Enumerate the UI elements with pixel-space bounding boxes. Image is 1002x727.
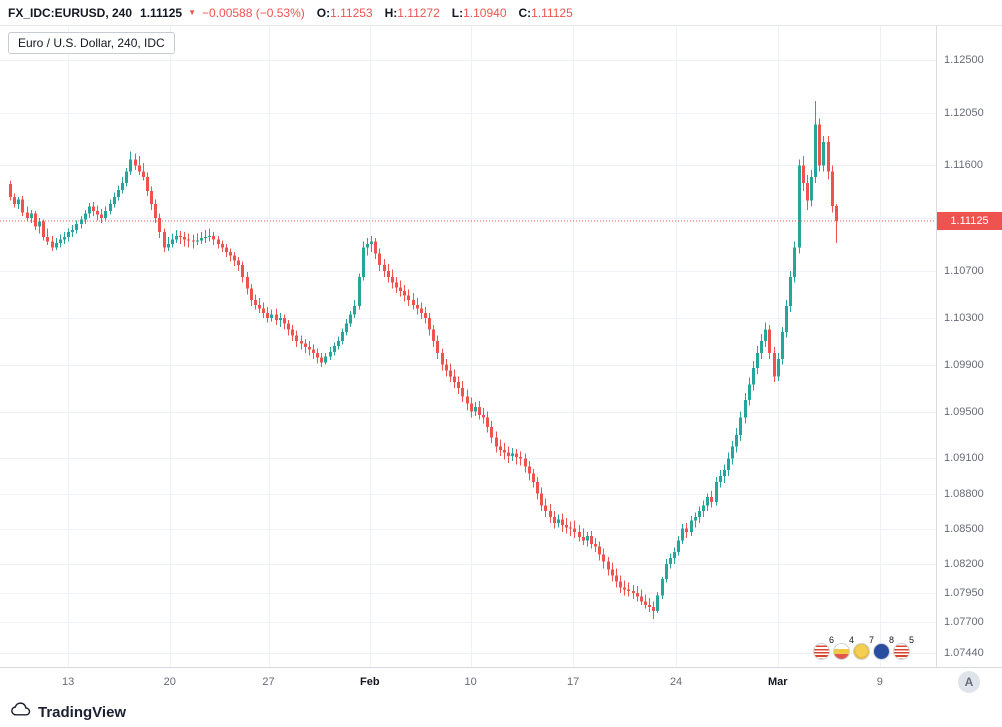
auto-scale-button[interactable]: A (958, 671, 980, 693)
time-axis-label: 13 (61, 676, 75, 688)
legend-title: Euro / U.S. Dollar, 240, IDC (18, 36, 165, 50)
price-axis-label: 1.07700 (944, 616, 984, 629)
tradingview-cloud-icon (10, 702, 32, 722)
footer: TradingView (0, 697, 1002, 727)
economic-event-flag[interactable]: 8 (873, 635, 894, 660)
event-count: 4 (848, 635, 854, 645)
price-axis-label: 1.12500 (944, 53, 984, 66)
price-change: −0.00588 (−0.53%) (202, 5, 305, 20)
eu-flag-icon (873, 643, 890, 660)
us-flag-icon (893, 643, 910, 660)
time-axis-label: 20 (163, 676, 176, 688)
symbol-title[interactable]: FX_IDC:EURUSD, 240 (8, 5, 133, 20)
chart-header: FX_IDC:EURUSD, 240 1.11125 ▼ −0.00588 (−… (0, 0, 1002, 26)
time-axis-label: Mar (767, 676, 788, 688)
ohlc-open: O:1.11253 (316, 5, 373, 20)
time-axis-label: 17 (567, 676, 580, 688)
chart-legend[interactable]: Euro / U.S. Dollar, 240, IDC (8, 32, 175, 54)
price-axis-label: 1.07950 (944, 587, 984, 600)
economic-event-flag[interactable]: 5 (893, 635, 914, 660)
time-axis-label: Feb (360, 676, 380, 688)
economic-event-flag[interactable]: 6 (813, 635, 834, 660)
ohlc-high: H:1.11272 (384, 5, 440, 20)
us-flag-icon (813, 643, 830, 660)
tradingview-logo-text[interactable]: TradingView (38, 703, 127, 721)
price-axis-label: 1.12050 (944, 106, 984, 119)
time-axis[interactable]: A 13 20 27 Feb 10 17 24 Mar 9 (0, 667, 1002, 697)
price-axis-label: 1.10300 (944, 311, 984, 324)
price-axis-label: 1.09500 (944, 405, 984, 418)
price-axis-label: 1.09900 (944, 358, 984, 371)
price-axis-label: 1.09100 (944, 452, 984, 465)
time-axis-label: 10 (464, 676, 477, 688)
event-count: 5 (908, 635, 914, 645)
price-axis-label: 1.10700 (944, 264, 984, 277)
ohlc-low: L:1.10940 (451, 5, 507, 20)
price-axis-label: 1.08500 (944, 522, 984, 535)
price-axis[interactable]: 1.11125 1.125001.120501.116001.111501.10… (936, 26, 1002, 667)
last-price: 1.11125 (140, 5, 183, 20)
down-triangle-icon: ▼ (188, 8, 197, 17)
price-axis-label: 1.11600 (944, 159, 983, 172)
event-count: 8 (888, 635, 894, 645)
price-axis-label: 1.08200 (944, 557, 984, 570)
event-count: 6 (828, 635, 834, 645)
price-axis-label: 1.07440 (944, 646, 984, 659)
economic-event-flag[interactable]: 7 (853, 635, 874, 660)
candlestick-chart[interactable] (0, 26, 936, 667)
time-axis-label: 27 (262, 676, 275, 688)
event-count: 7 (868, 635, 874, 645)
last-price-badge: 1.11125 (937, 212, 1002, 231)
stripes-yellow-flag-icon (833, 643, 850, 660)
chart-area[interactable]: Euro / U.S. Dollar, 240, IDC 1.11125 1.1… (0, 26, 1002, 667)
economic-event-flag[interactable]: 4 (833, 635, 854, 660)
ohlc-close: C:1.11125 (518, 5, 573, 20)
time-axis-label: 24 (669, 676, 683, 688)
gold-flag-icon (853, 643, 870, 660)
economic-calendar-flags[interactable]: 6 4 7 8 5 (810, 635, 914, 660)
time-axis-label: 9 (876, 676, 883, 688)
price-axis-label: 1.08800 (944, 487, 984, 500)
